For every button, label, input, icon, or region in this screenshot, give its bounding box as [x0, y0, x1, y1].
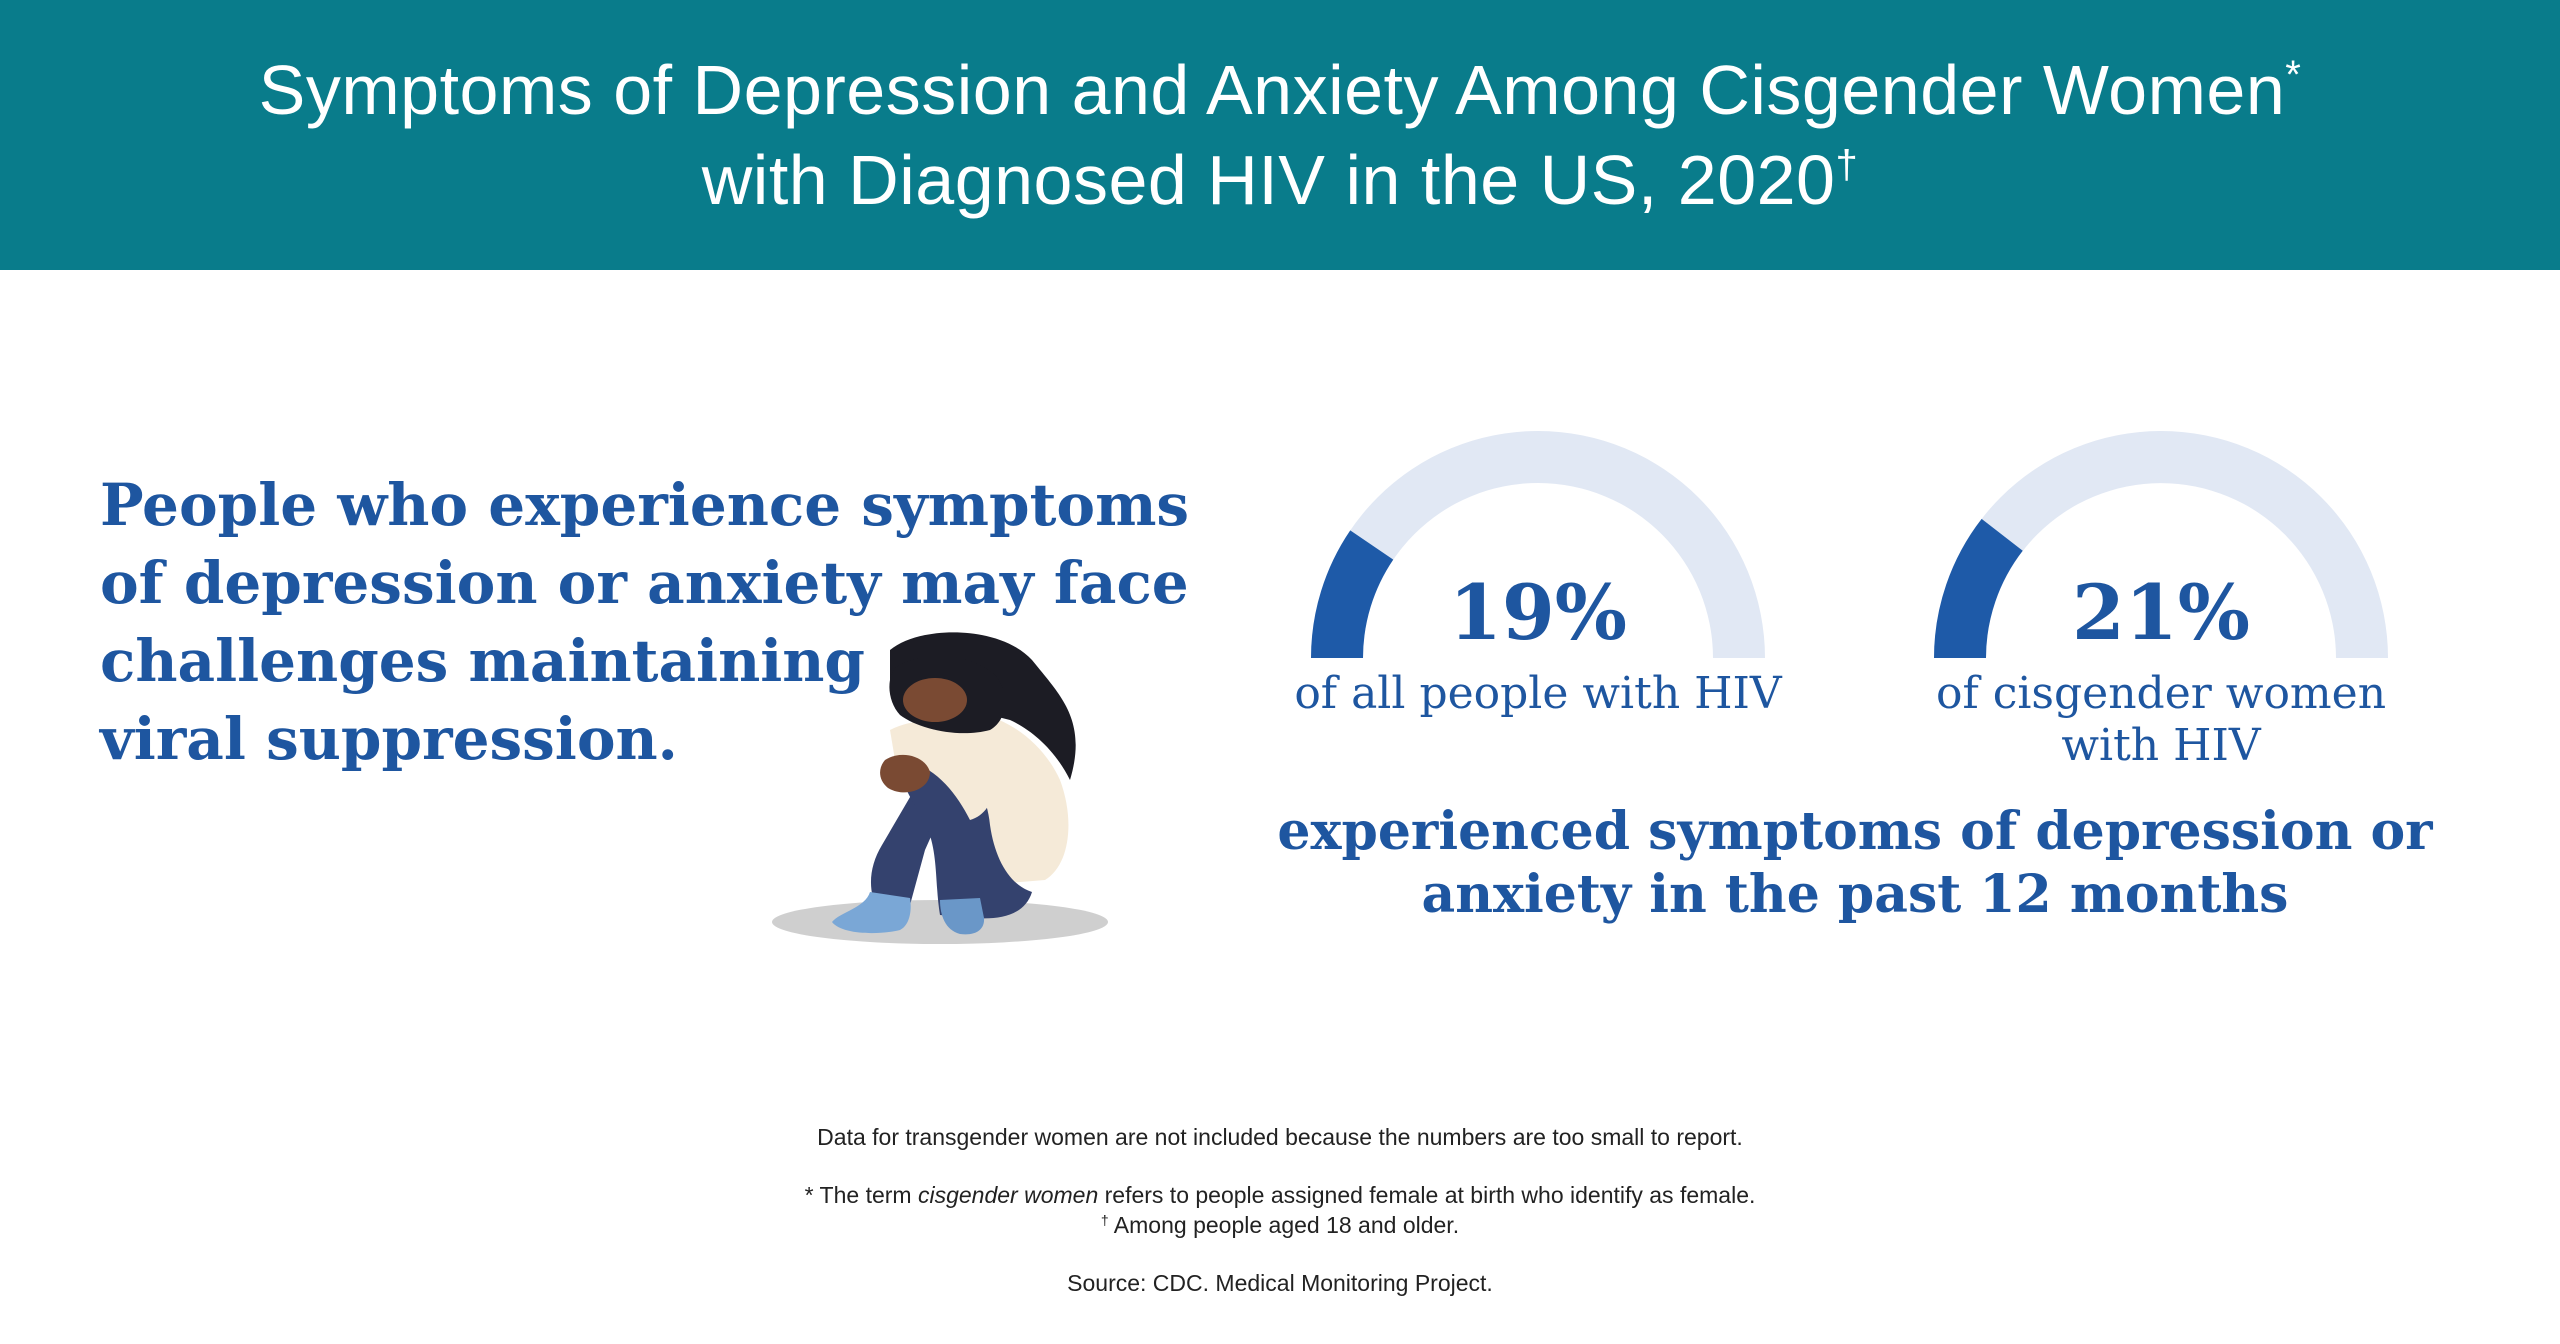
footnote-source: Source: CDC. Medical Monitoring Project.: [1067, 1270, 1493, 1296]
gauge-description-line: of cisgender women: [1935, 668, 2387, 719]
headline: People who experience symptoms of depres…: [100, 466, 1190, 778]
gauge-track: [1311, 431, 1765, 658]
headline-line: challenges maintaining: [100, 627, 865, 695]
footnote-dagger-text: Among people aged 18 and older.: [1108, 1212, 1460, 1238]
title-line-2: with Diagnosed HIV in the US, 2020†: [702, 135, 1859, 225]
sitting-person-hugging-knees-icon: [772, 632, 1108, 944]
footnote-dagger-mark: †: [1100, 1212, 1109, 1228]
gauge-description-line: with HIV: [2061, 720, 2261, 771]
footnote-asterisk-prefix: * The term: [804, 1182, 918, 1208]
gauge-value-label: 21%: [2072, 568, 2250, 657]
header-banner: Symptoms of Depression and Anxiety Among…: [0, 0, 2560, 270]
gauge-description-line: of all people with HIV: [1294, 668, 1782, 719]
caption-line: experienced symptoms of depression or: [1277, 801, 2433, 862]
gauge-value-label: 19%: [1449, 568, 1627, 657]
title-line-1: Symptoms of Depression and Anxiety Among…: [259, 45, 2302, 135]
dagger-mark: †: [1835, 143, 1859, 187]
footnote-dagger: † Among people aged 18 and older.: [0, 1210, 2560, 1240]
footnotes: Data for transgender women are not inclu…: [0, 1122, 2560, 1298]
headline-line: viral suppression.: [100, 705, 678, 773]
footnote-asterisk: * The term cisgender women refers to peo…: [0, 1180, 2560, 1210]
asterisk-mark: *: [2285, 53, 2302, 97]
title-text-2: with Diagnosed HIV in the US, 2020: [701, 141, 1836, 219]
gauge-fill: [1311, 530, 1394, 658]
gauge-description: of cisgender women with HIV: [1881, 668, 2441, 772]
footnote-asterisk-term: cisgender women: [917, 1182, 1099, 1208]
footnote-asterisk-suffix: refers to people assigned female at birt…: [1098, 1182, 1756, 1208]
caption-line: anxiety in the past 12 months: [1421, 864, 2289, 925]
gauge-fill: [1934, 518, 2023, 658]
chart-caption: experienced symptoms of depression or an…: [1260, 800, 2450, 926]
footnote-transgender: Data for transgender women are not inclu…: [817, 1124, 1743, 1150]
headline-line: People who experience symptoms: [100, 471, 1190, 539]
gauge-track: [1934, 431, 2388, 658]
headline-line: of depression or anxiety may face: [100, 549, 1189, 617]
title-text-1: Symptoms of Depression and Anxiety Among…: [258, 51, 2286, 129]
gauge-description: of all people with HIV: [1258, 668, 1818, 720]
